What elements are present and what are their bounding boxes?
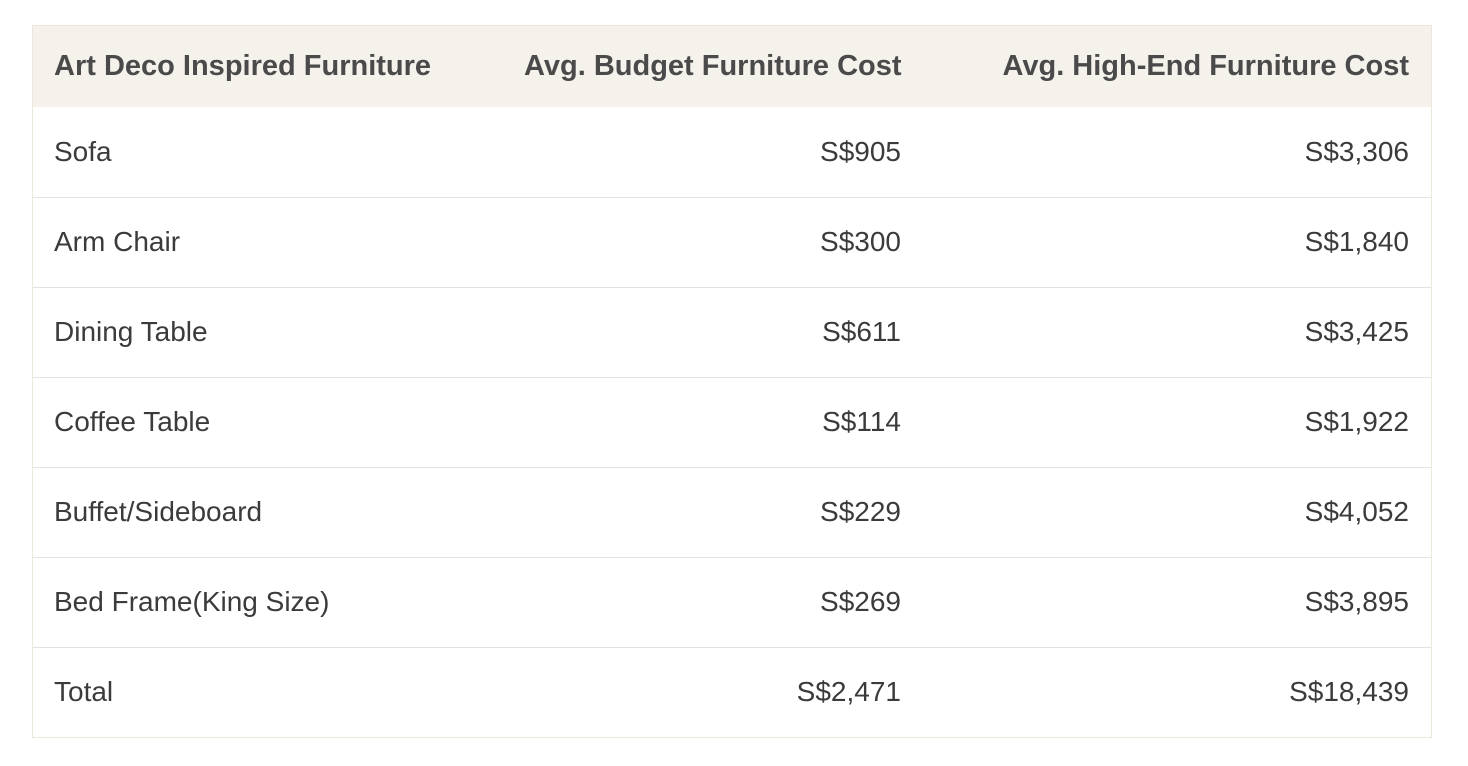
table-row: Bed Frame(King Size) S$269 S$3,895 — [33, 557, 1431, 647]
high-end-cost: S$1,922 — [1304, 406, 1409, 437]
high-end-cost: S$3,895 — [1304, 586, 1409, 617]
table-row: Dining Table S$611 S$3,425 — [33, 287, 1431, 377]
furniture-name: Sofa — [54, 135, 112, 167]
table-row: Arm Chair S$300 S$1,840 — [33, 197, 1431, 287]
budget-cost: S$300 — [820, 226, 901, 257]
furniture-name: Coffee Table — [54, 406, 211, 437]
budget-cost: S$905 — [820, 135, 901, 167]
total-label: Total — [54, 676, 114, 708]
header-furniture: Art Deco Inspired Furniture — [54, 50, 432, 82]
budget-cost: S$269 — [820, 586, 901, 617]
total-high-end-cost: S$18,439 — [1289, 676, 1409, 708]
high-end-cost: S$3,425 — [1304, 316, 1409, 347]
budget-cost: S$114 — [822, 406, 901, 437]
header-budget-cost: Avg. Budget Furniture Cost — [524, 50, 902, 82]
header-row: Art Deco Inspired Furniture Avg. Budget … — [33, 26, 1431, 107]
high-end-cost: S$4,052 — [1304, 496, 1409, 527]
furniture-name: Buffet/Sideboard — [54, 496, 263, 527]
furniture-name: Bed Frame(King Size) — [54, 586, 330, 617]
table-header: Art Deco Inspired Furniture Avg. Budget … — [33, 26, 1431, 107]
furniture-name: Arm Chair — [54, 226, 181, 257]
total-row: Total S$2,471 S$18,439 — [33, 647, 1431, 737]
high-end-cost: S$1,840 — [1304, 226, 1409, 257]
budget-cost: S$229 — [820, 496, 901, 527]
table-row: Coffee Table S$114 S$1,922 — [33, 377, 1431, 467]
high-end-cost: S$3,306 — [1304, 135, 1409, 167]
furniture-cost-table: Art Deco Inspired Furniture Avg. Budget … — [32, 25, 1432, 738]
header-high-end-cost: Avg. High-End Furniture Cost — [1002, 50, 1409, 82]
table-row: Sofa S$905 S$3,306 — [33, 107, 1431, 197]
furniture-name: Dining Table — [54, 316, 208, 347]
table-body: Sofa S$905 S$3,306 Arm Chair S$300 S$1,8… — [33, 107, 1431, 737]
table-row: Buffet/Sideboard S$229 S$4,052 — [33, 467, 1431, 557]
total-budget-cost: S$2,471 — [796, 676, 901, 708]
budget-cost: S$611 — [822, 316, 901, 347]
